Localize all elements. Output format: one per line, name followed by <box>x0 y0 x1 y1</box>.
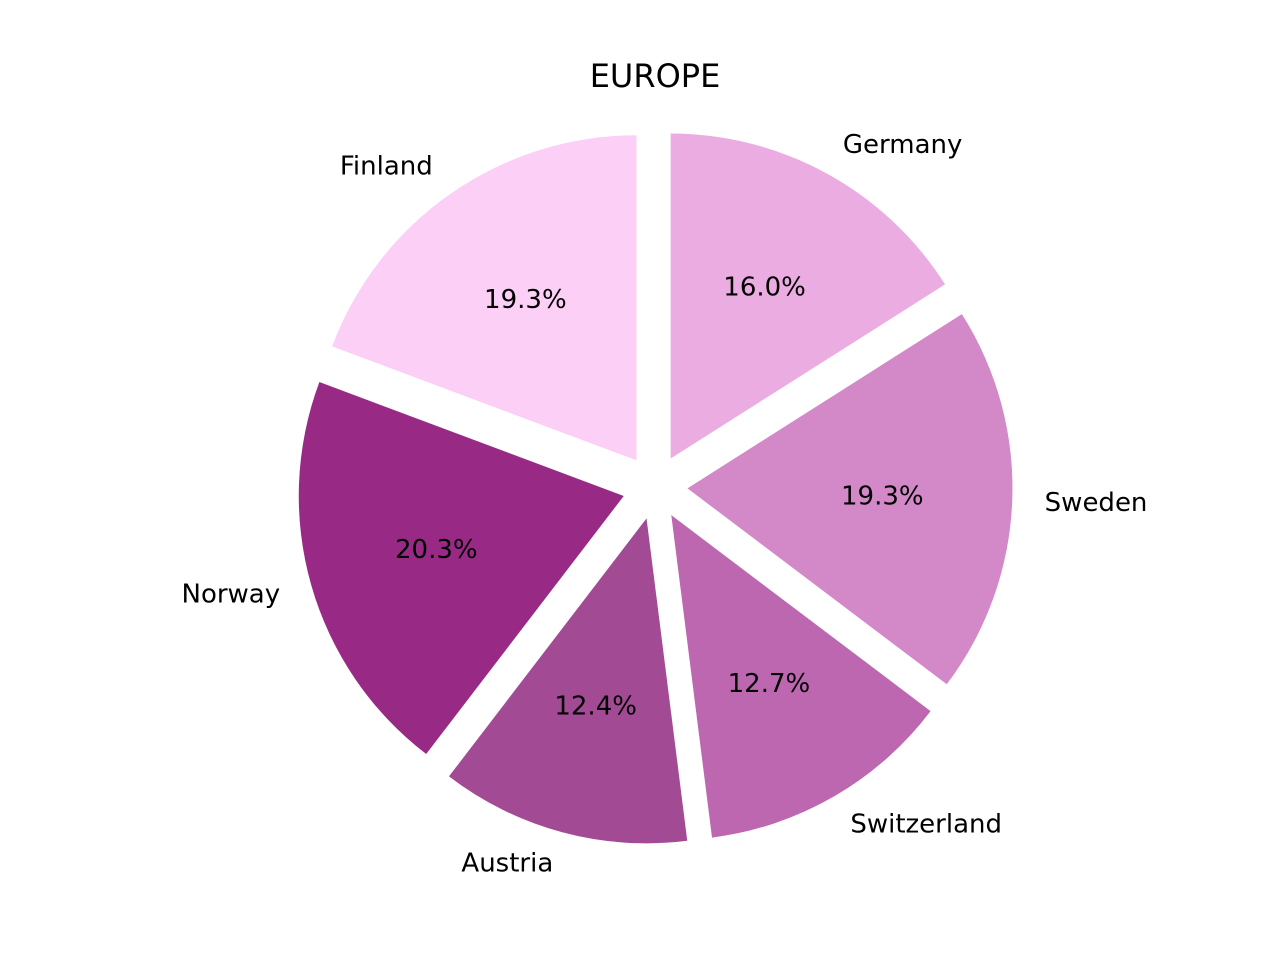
pie-pct-label-norway: 20.3% <box>395 535 478 565</box>
pie-pct-label-austria: 12.4% <box>554 692 637 722</box>
pie-label-sweden: Sweden <box>1045 488 1148 518</box>
pie-pct-label-finland: 19.3% <box>484 285 567 315</box>
pie-slice-austria <box>448 518 688 844</box>
pie-slice-switzerland <box>671 515 931 838</box>
pie-slice-germany <box>670 133 946 459</box>
pie-pct-label-switzerland: 12.7% <box>728 669 811 699</box>
pie-slices <box>298 133 1013 844</box>
pie-labels: 19.3% Finland 20.3% Norway 12.4% Austria 12.7%… <box>182 130 1148 878</box>
pie-label-switzerland: Switzerland <box>850 810 1002 840</box>
pie-pct-label-sweden: 19.3% <box>841 481 924 511</box>
pie-slice-norway <box>298 382 624 755</box>
chart-title: EUROPE <box>590 57 721 95</box>
pie-label-austria: Austria <box>461 848 553 878</box>
pie-label-finland: Finland <box>340 152 433 182</box>
pie-label-norway: Norway <box>182 580 281 610</box>
pie-slice-sweden <box>687 314 1013 685</box>
pie-pct-label-germany: 16.0% <box>723 273 806 303</box>
pie-slice-finland <box>332 135 637 461</box>
pie-label-germany: Germany <box>843 130 963 160</box>
